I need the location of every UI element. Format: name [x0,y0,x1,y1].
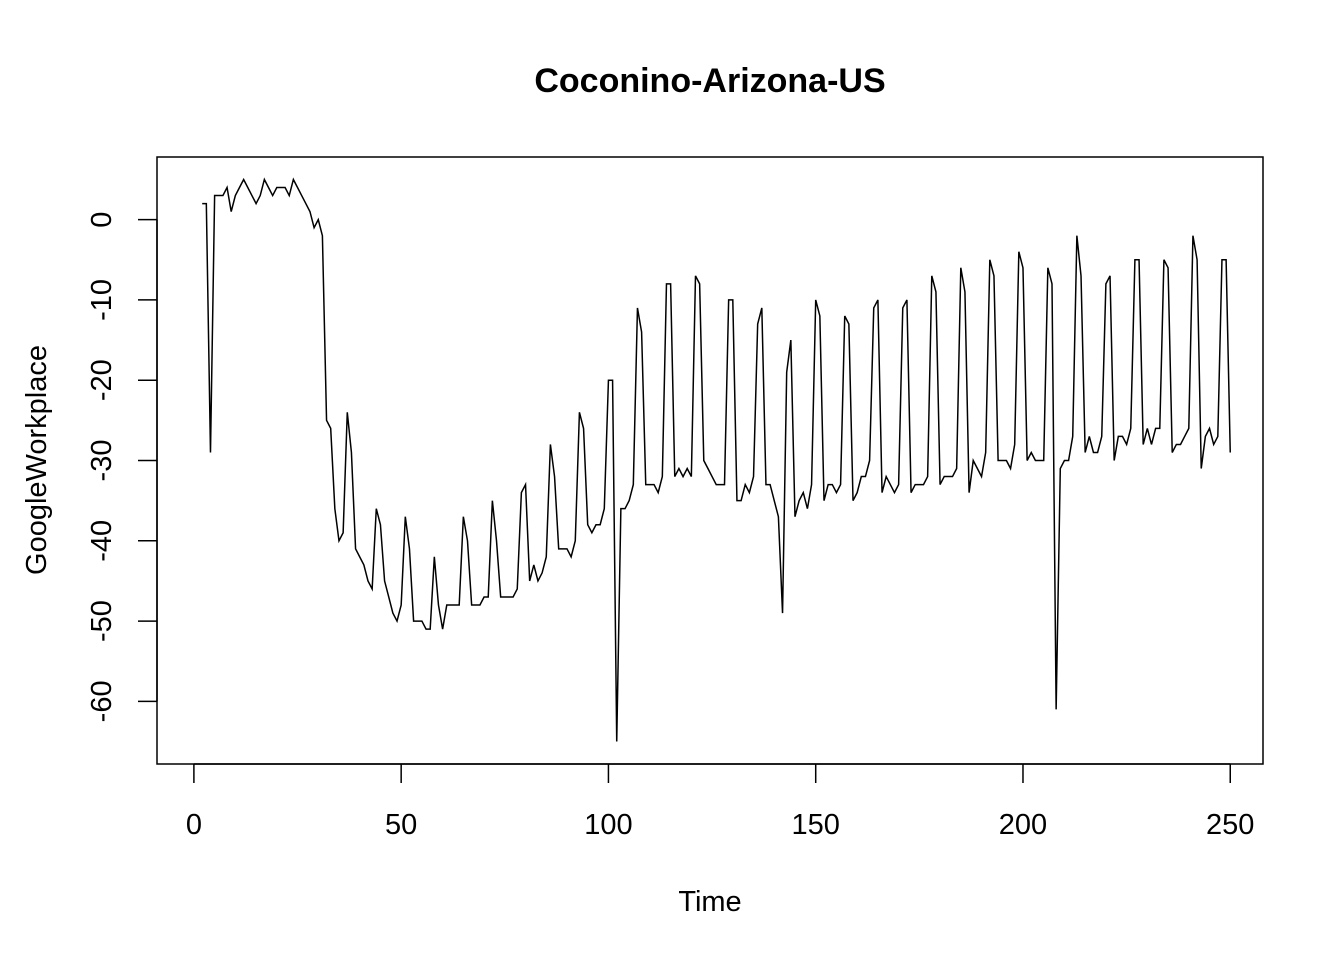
y-tick-label: -40 [86,520,118,562]
x-tick-label: 250 [1206,809,1254,841]
x-axis-label: Time [678,886,741,918]
y-tick-label: -20 [86,359,118,401]
series-line [202,177,1231,742]
y-tick-label: -30 [86,440,118,482]
y-axis: 0 -10 -20 -30 -40 -50 -60 [86,212,158,722]
x-tick-label: 0 [186,809,202,841]
x-tick-label: 150 [792,809,840,841]
x-axis: 0 50 100 150 200 250 [186,763,1254,841]
y-tick-label: -50 [86,600,118,642]
x-tick-label: 50 [385,809,417,841]
chart-title: Coconino-Arizona-US [534,62,885,100]
y-tick-label: -10 [86,279,118,321]
y-tick-label: -60 [86,680,118,722]
y-tick-label: 0 [86,212,118,228]
x-tick-label: 200 [999,809,1047,841]
series-layer [202,177,1231,742]
y-axis-label: GoogleWorkplace [21,345,53,575]
x-tick-label: 100 [584,809,632,841]
